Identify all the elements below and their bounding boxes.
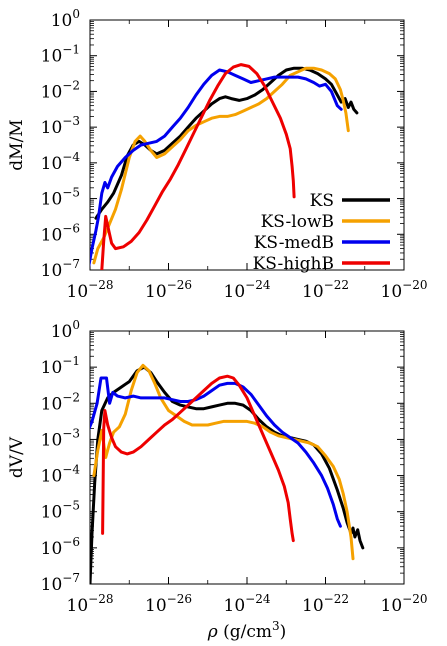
y-tick-label: 10−4 bbox=[41, 150, 81, 174]
x-tick-label: 10−24 bbox=[224, 592, 271, 616]
x-tick-label: 10−28 bbox=[67, 278, 114, 302]
y-tick-label: 10−5 bbox=[41, 186, 80, 210]
chart-panel-2: 10−7 10−6 10−5 10−4 10−3 10−2 10−1 100 10−28 10−2… bbox=[7, 318, 427, 642]
y-tick-label: 10−3 bbox=[41, 114, 80, 138]
legend-label-ks-highb: KS-highB bbox=[253, 254, 334, 274]
x-tick-label: 10−20 bbox=[381, 592, 428, 616]
y-axis-label: dV/V bbox=[7, 436, 27, 478]
legend-label-ks-medb: KS-medB bbox=[254, 233, 334, 253]
series-line-ks-medb bbox=[90, 376, 342, 528]
series-line-ks-highb bbox=[101, 374, 295, 543]
y-tick-label: 10−6 bbox=[41, 535, 80, 559]
series-line-ks bbox=[90, 365, 365, 584]
y-tick-label: 100 bbox=[51, 318, 80, 342]
x-tick-label: 10−20 bbox=[381, 278, 428, 302]
series-line-ks-medb bbox=[90, 68, 343, 268]
y-tick-label: 10−6 bbox=[41, 221, 80, 245]
y-tick-label: 10−7 bbox=[41, 257, 80, 281]
legend-label-ks: KS bbox=[310, 191, 334, 211]
plot-frame bbox=[89, 330, 405, 585]
x-tick-label: 10−24 bbox=[224, 278, 271, 302]
y-tick-label: 10−2 bbox=[41, 390, 80, 414]
series-line-ks-highb bbox=[100, 63, 296, 270]
y-tick-label: 10−7 bbox=[41, 571, 80, 595]
y-tick-label: 10−3 bbox=[41, 426, 80, 450]
series-line-ks-lowb bbox=[92, 363, 355, 561]
y-tick-label: 10−4 bbox=[41, 463, 81, 487]
legend-label-ks-lowb: KS-lowB bbox=[261, 212, 334, 232]
x-tick-label: 10−22 bbox=[302, 592, 349, 616]
x-axis-label: ρ (g/cm3) bbox=[207, 619, 287, 642]
chart-panel-1: 10−7 10−6 10−5 10−4 10−3 10−2 10−1 100 10−28 10−2… bbox=[7, 7, 427, 302]
y-tick-label: 10−1 bbox=[41, 354, 80, 378]
y-tick-label: 10−5 bbox=[41, 499, 80, 523]
y-axis-label: dM/M bbox=[7, 119, 27, 170]
y-tick-label: 100 bbox=[51, 7, 80, 31]
y-tick-label: 10−1 bbox=[41, 43, 80, 67]
x-tick-label: 10−22 bbox=[302, 278, 349, 302]
y-tick-label: 10−2 bbox=[41, 78, 80, 102]
x-tick-label: 10−28 bbox=[67, 592, 114, 616]
x-tick-label: 10−26 bbox=[145, 278, 192, 302]
x-tick-label: 10−26 bbox=[145, 592, 192, 616]
series-line-ks bbox=[94, 66, 359, 220]
